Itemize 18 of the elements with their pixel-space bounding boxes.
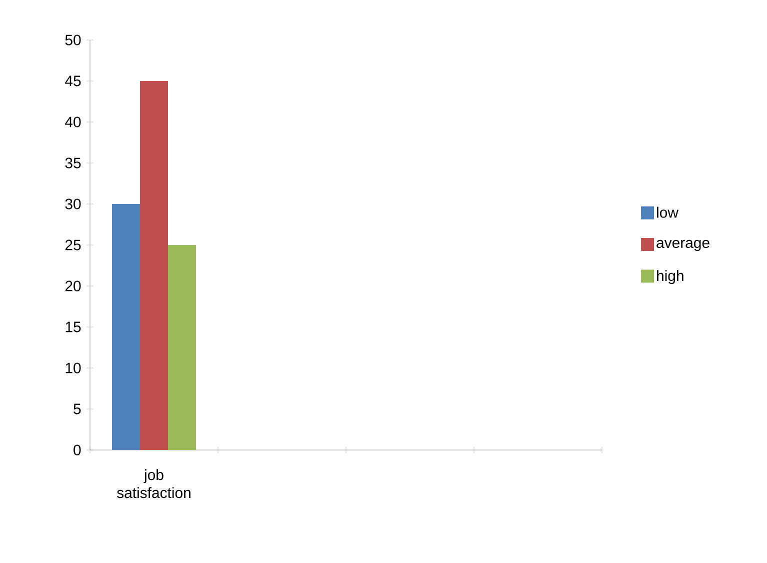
y-tick-label: 35 [65,158,81,168]
legend-label: high [657,270,684,284]
bar [112,204,140,450]
x-tick-label: job satisfaction [117,469,190,498]
y-tick-label: 40 [65,116,81,128]
y-tick-label: 45 [65,76,81,86]
y-tick-label: 30 [65,198,81,210]
y-tick-label: 0 [74,444,81,456]
y-tick-label: 20 [65,280,81,292]
legend-label: low [657,206,678,218]
legend-label: average [656,240,710,251]
y-tick-label: 5 [74,404,81,414]
y-tick-label: 15 [66,322,81,332]
bar [168,244,196,450]
bar [140,80,168,450]
y-tick-label: 25 [65,240,81,250]
y-tick-label: 10 [66,362,81,374]
y-tick-label: 50 [65,34,81,46]
